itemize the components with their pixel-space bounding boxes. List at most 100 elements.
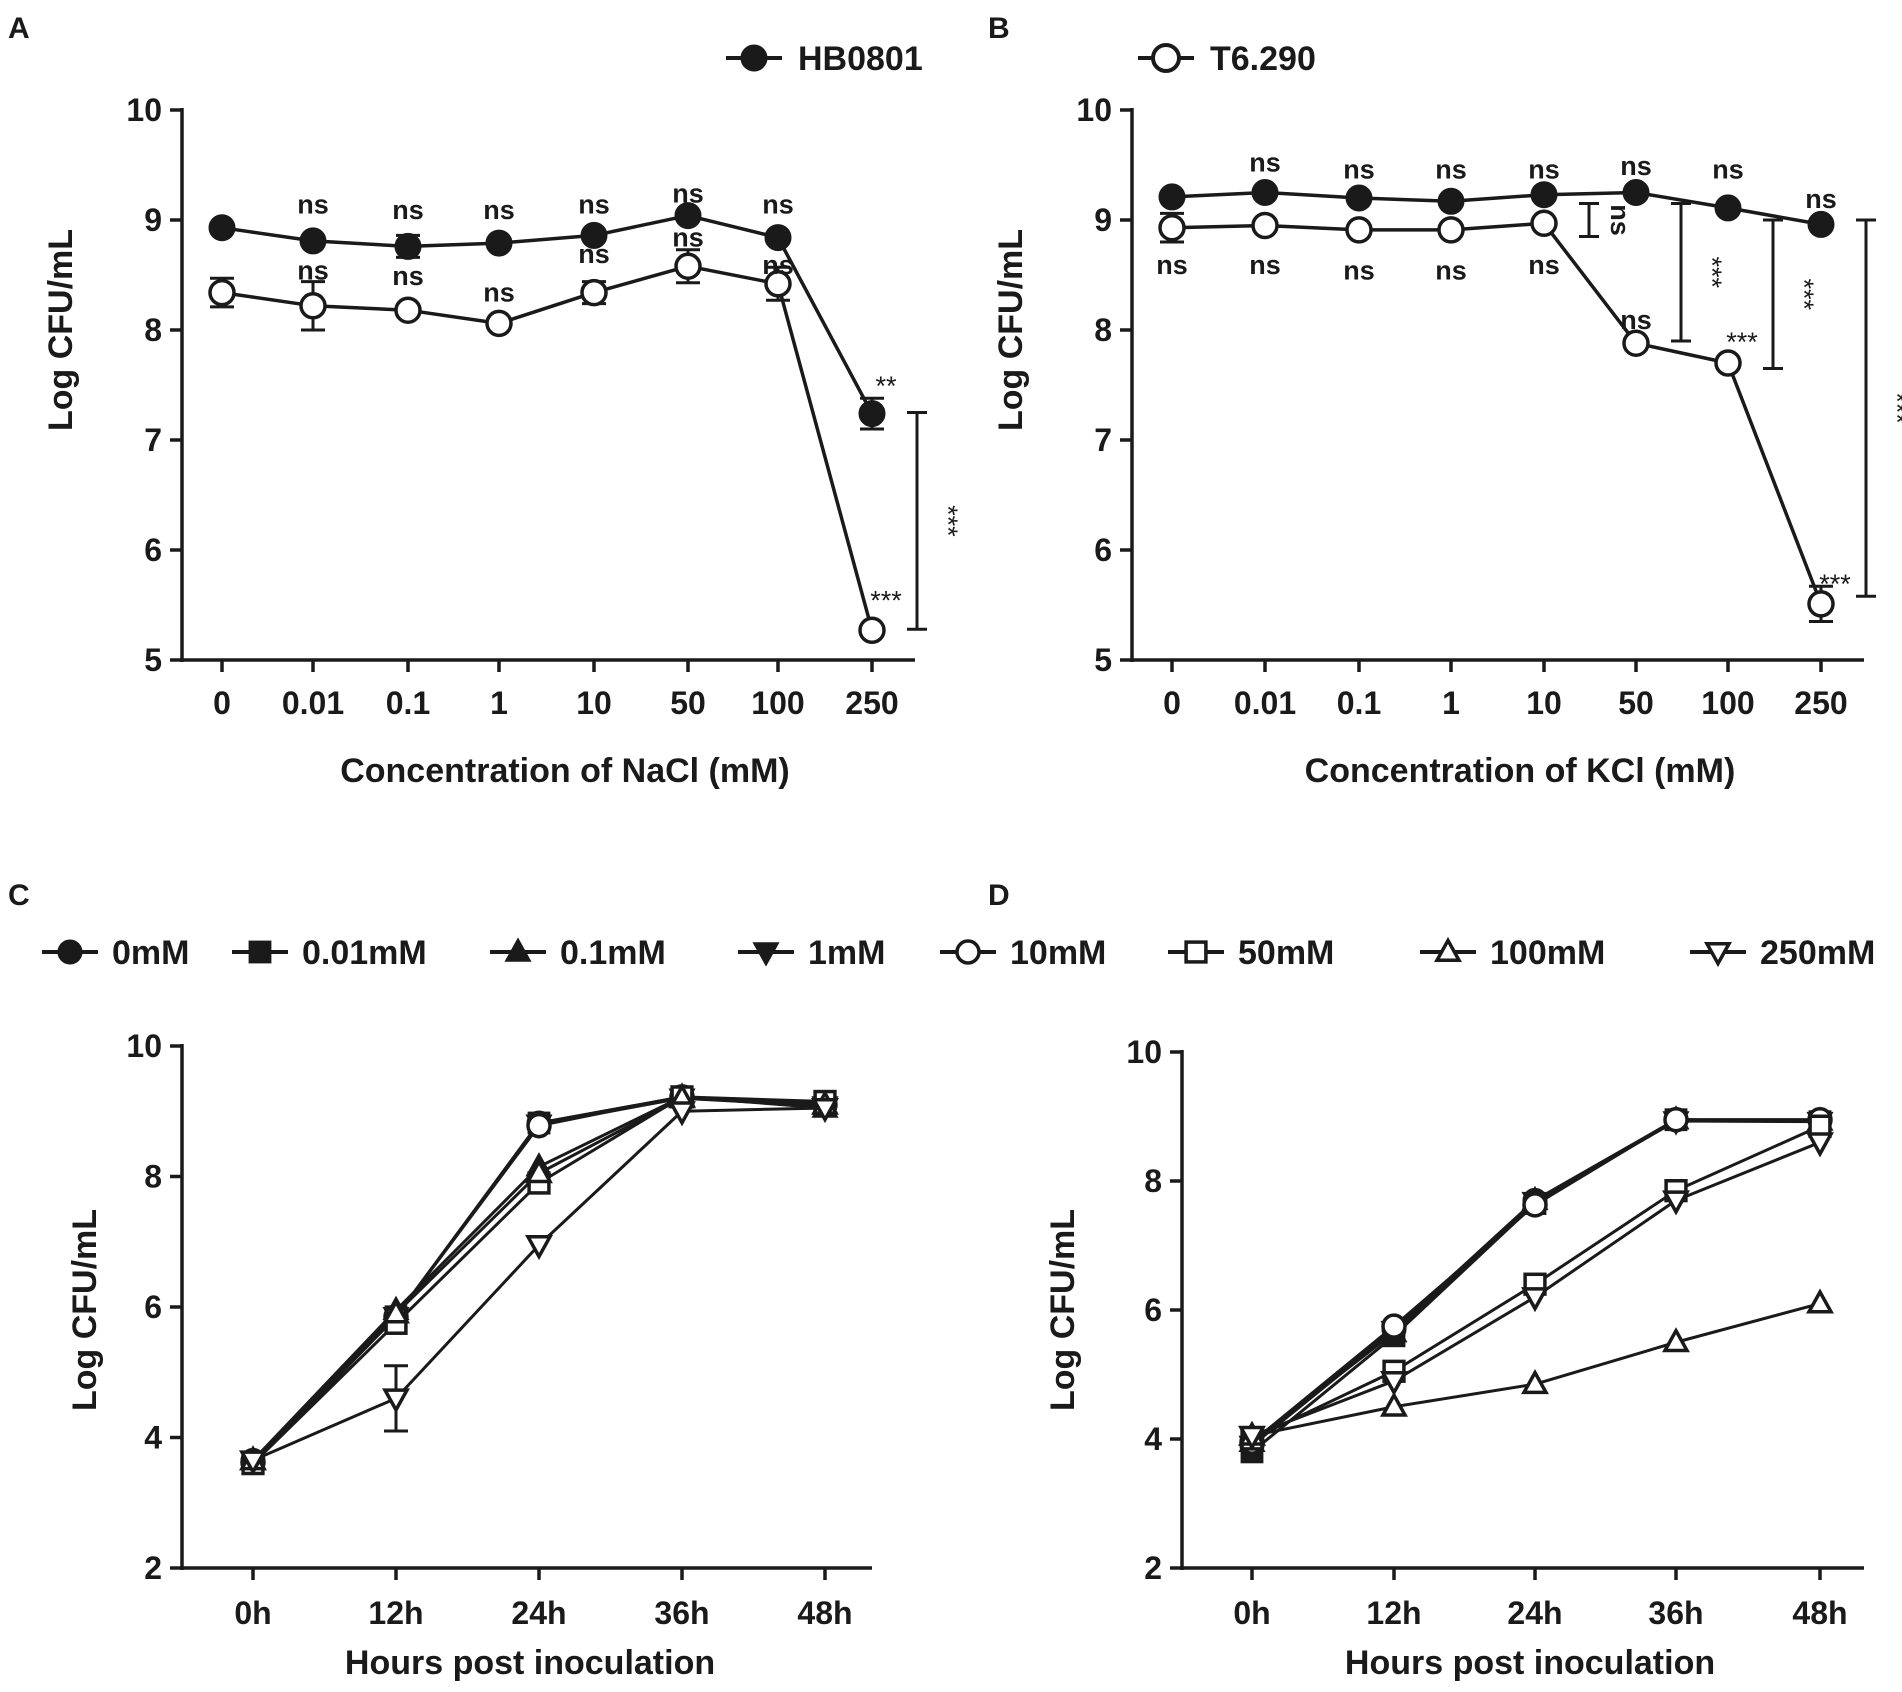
pc-x-tick-label: 0h xyxy=(234,1595,271,1631)
pb-x-axis-title: Concentration of KCl (mM) xyxy=(1305,752,1736,790)
legend-label-100mm: 100mM xyxy=(1490,934,1605,972)
legend-label-t6290: T6.290 xyxy=(1210,40,1316,78)
pd-point-10mm xyxy=(1381,1313,1407,1339)
pc-x-tick-label: 36h xyxy=(654,1595,709,1631)
pb-point-t6-290 xyxy=(1530,209,1558,238)
legend-marker-50mm xyxy=(1184,940,1208,964)
legend-item-0-01mm: 0.01mM xyxy=(232,934,427,972)
legend-marker-10mm xyxy=(955,939,981,965)
pd-y-tick-label: 6 xyxy=(1144,1292,1162,1328)
legend-item-0mm: 0mM xyxy=(42,934,189,972)
pb-point-hb0801 xyxy=(1714,194,1742,222)
pd-point-100mm xyxy=(1806,1288,1834,1314)
pb-x-tick-label: 0.01 xyxy=(1234,685,1296,721)
pc-point-250mm xyxy=(811,1097,839,1124)
pb-series-line-t6-290 xyxy=(1171,221,1823,605)
pb-point-hb0801 xyxy=(1437,187,1465,215)
pb-y-tick-label: 6 xyxy=(1094,532,1112,568)
legend-marker-0-01mm xyxy=(248,940,272,964)
pd-point-250mm xyxy=(1806,1132,1834,1158)
pd-point-250mm xyxy=(1662,1190,1690,1216)
legend-concentrations: 0mM 0.01mM 0.1mM 1mM 10mM 50mM 100mM 250mM xyxy=(42,934,1875,972)
pc-y-tick-label: 10 xyxy=(126,1028,162,1064)
pa-bracket-label: *** xyxy=(933,505,963,537)
pb-annotation-ns: ns xyxy=(1712,154,1744,184)
pc-series-line-0-1mm xyxy=(251,1095,826,1462)
pd-y-tick-label: 4 xyxy=(1144,1421,1162,1457)
pb-y-tick-label: 5 xyxy=(1094,642,1112,678)
pd-x-tick-label: 36h xyxy=(1648,1595,1703,1631)
pa-annotation-ns: ns xyxy=(578,190,610,220)
pc-point-250mm xyxy=(382,1388,410,1414)
pd-y-tick-label: 8 xyxy=(1144,1163,1162,1199)
pb-bracket-label: *** xyxy=(1882,392,1902,424)
pb-annotation-ns: ns xyxy=(1528,250,1560,280)
pa-series-line-hb0801 xyxy=(221,213,874,415)
pb-annotation-ns: ns xyxy=(1249,148,1281,178)
panel-c-growth: 2 4 6 8 10 0h 12h 24h 36h 48h Log CFU/mL Hours post… xyxy=(66,1028,872,1682)
pc-point-250mm xyxy=(668,1101,696,1127)
pb-y-tick-label: 8 xyxy=(1094,312,1112,348)
pc-y-tick-label: 4 xyxy=(144,1420,162,1456)
panel-d-growth: 2 4 6 8 10 0h 12h 24h 36h 48h Log CFU/mL Hours post… xyxy=(1044,1034,1864,1682)
pa-point-t6-290 xyxy=(580,278,608,307)
legend-label-hb0801: HB0801 xyxy=(798,40,923,78)
pa-annotation-ns: ns xyxy=(672,179,704,209)
pa-point-t6-290 xyxy=(858,616,886,645)
pa-series-line-t6-290 xyxy=(221,264,874,631)
legend-top: HB0801 T6.290 xyxy=(726,40,1316,78)
pa-annotation-ns: ns xyxy=(392,261,424,291)
pb-annotation-ns: ns xyxy=(1620,305,1652,335)
pb-significance-bracket: ns xyxy=(1579,202,1635,238)
pb-annotation-ns: ns xyxy=(1805,184,1837,214)
pd-y-tick-label: 10 xyxy=(1126,1034,1162,1070)
legend-item-1mm: 1mM xyxy=(738,934,885,972)
pa-significance-bracket: *** xyxy=(907,411,963,631)
pb-x-tick-label: 100 xyxy=(1701,685,1754,721)
pa-point-hb0801 xyxy=(764,224,792,252)
pa-y-axis-title: Log CFU/mL xyxy=(42,229,80,431)
legend-label-50mm: 50mM xyxy=(1238,934,1334,972)
pa-point-t6-290 xyxy=(674,252,702,280)
pd-x-tick-label: 0h xyxy=(1233,1595,1270,1631)
pb-point-t6-290 xyxy=(1714,349,1742,377)
pa-point-hb0801 xyxy=(858,400,886,428)
legend-label-0-01mm: 0.01mM xyxy=(302,934,427,972)
pa-y-tick-label: 10 xyxy=(126,92,162,128)
pb-x-tick-label: 1 xyxy=(1442,685,1460,721)
pb-x-tick-label: 10 xyxy=(1526,685,1562,721)
pb-annotation-stars: *** xyxy=(1726,327,1758,357)
pa-x-tick-label: 50 xyxy=(670,685,706,721)
pa-point-t6-290 xyxy=(299,292,327,320)
pa-y-tick-label: 5 xyxy=(144,642,162,678)
pd-point-250mm xyxy=(1380,1370,1408,1397)
panel-letter-b: B xyxy=(988,12,1010,45)
legend-item-100mm: 100mM xyxy=(1420,934,1605,972)
pa-point-t6-290 xyxy=(485,309,513,338)
pa-annotation-ns: ns xyxy=(297,256,329,286)
pb-series-line-hb0801 xyxy=(1171,190,1822,227)
pb-bracket-label: *** xyxy=(1789,278,1819,310)
pc-series-line-10mm xyxy=(251,1095,826,1464)
legend-label-1mm: 1mM xyxy=(808,934,885,972)
pd-x-tick-label: 48h xyxy=(1792,1595,1847,1631)
pc-series-line-0-01mm xyxy=(251,1095,826,1465)
legend-item-0-1mm: 0.1mM xyxy=(490,934,666,972)
pa-point-hb0801 xyxy=(580,221,608,249)
pb-point-t6-290 xyxy=(1345,216,1373,244)
pb-x-tick-label: 50 xyxy=(1618,685,1654,721)
pb-y-axis-title: Log CFU/mL xyxy=(992,229,1030,431)
pb-bracket-label: *** xyxy=(1697,256,1727,288)
pa-annotation-ns: ns xyxy=(392,195,424,225)
pa-x-tick-label: 0.1 xyxy=(386,685,430,721)
pb-annotation-ns: ns xyxy=(1343,154,1375,184)
pb-significance-bracket: *** xyxy=(1671,202,1727,343)
pa-point-hb0801 xyxy=(299,227,327,255)
panel-letter-d: D xyxy=(988,879,1010,912)
pa-annotation-ns: ns xyxy=(578,239,610,269)
pd-x-axis-title: Hours post inoculation xyxy=(1345,1644,1715,1682)
pb-significance-bracket: *** xyxy=(1856,218,1902,598)
